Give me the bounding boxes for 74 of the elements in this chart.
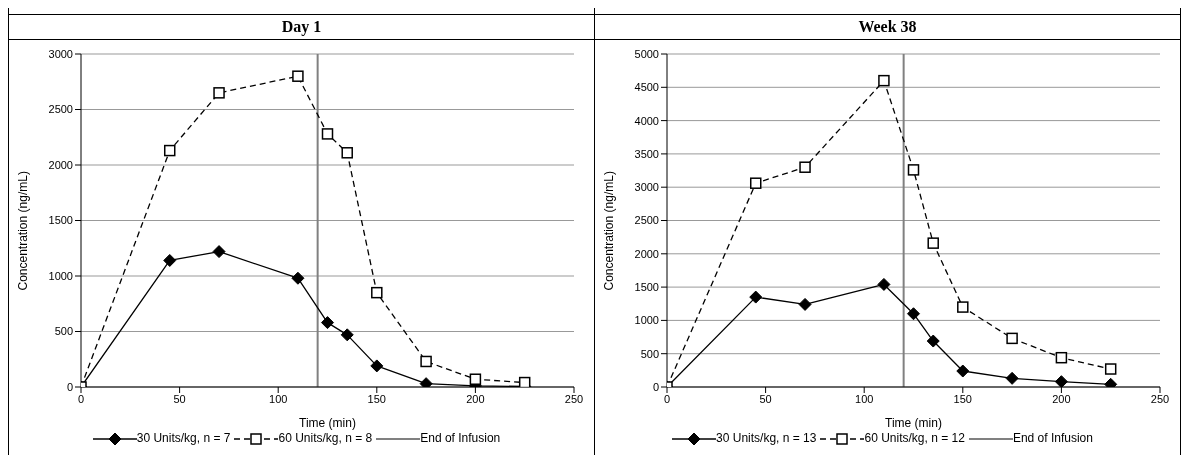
x-tick-label: 150 <box>953 392 972 405</box>
point <box>321 128 334 140</box>
point <box>798 297 812 311</box>
x-tick-label: 50 <box>759 392 772 405</box>
point <box>956 364 970 378</box>
point <box>926 334 940 348</box>
point <box>213 87 225 99</box>
point <box>420 355 432 368</box>
x-tick-label: 50 <box>173 392 186 405</box>
y-tick-label: 4500 <box>634 81 659 94</box>
point <box>321 316 334 330</box>
y-tick-label: 4000 <box>634 114 659 127</box>
point <box>1054 375 1068 387</box>
x-tick-label: 100 <box>269 392 288 405</box>
chart-title: Day 1 <box>9 14 594 40</box>
chart-title: Week 38 <box>595 14 1180 40</box>
y-axis-title: Concentration (ng/mL) <box>602 171 617 291</box>
x-tick-label: 0 <box>77 392 85 405</box>
y-tick-label: 500 <box>640 347 659 360</box>
point <box>163 253 177 267</box>
point <box>469 373 482 385</box>
point <box>341 147 353 159</box>
x-tick-label: 200 <box>466 392 485 405</box>
legend-label: 30 Units/kg, n = 7 <box>135 431 231 445</box>
y-tick-label: 1000 <box>48 269 73 282</box>
y-tick-label: 2500 <box>48 103 73 116</box>
point <box>907 164 920 176</box>
x-tick-label: 250 <box>564 392 584 405</box>
y-axis-title: Concentration (ng/mL) <box>16 171 31 291</box>
point <box>1005 371 1019 385</box>
point <box>163 144 176 157</box>
point <box>291 271 305 285</box>
x-tick-label: 200 <box>1052 392 1071 405</box>
point <box>957 301 969 313</box>
y-tick-label: 500 <box>54 325 73 338</box>
y-tick-label: 1500 <box>634 281 659 294</box>
point <box>340 328 354 342</box>
point <box>292 70 304 82</box>
point <box>419 377 433 387</box>
legend-label: 30 Units/kg, n = 13 <box>715 431 817 445</box>
x-tick-label: 150 <box>367 392 386 405</box>
point <box>907 307 920 321</box>
y-tick-label: 3000 <box>48 47 73 60</box>
point <box>927 237 939 249</box>
y-tick-label: 1000 <box>634 314 659 327</box>
point <box>749 177 762 189</box>
point <box>877 277 891 291</box>
point <box>370 359 384 373</box>
point <box>1104 363 1117 375</box>
y-tick-label: 0 <box>66 380 73 393</box>
point <box>1006 332 1018 345</box>
x-axis-title: Time (min) <box>885 416 942 430</box>
point <box>371 286 383 299</box>
x-axis-title: Time (min) <box>299 416 356 430</box>
legend-label: End of Infusion <box>419 431 501 445</box>
point <box>212 245 226 259</box>
legend-label: 60 Units/kg, n = 12 <box>863 431 965 445</box>
x-tick-label: 250 <box>1150 392 1170 405</box>
y-tick-label: 2500 <box>634 214 659 227</box>
point <box>878 74 890 87</box>
point <box>799 161 811 173</box>
y-tick-label: 3000 <box>634 181 659 194</box>
y-tick-label: 5000 <box>634 47 659 60</box>
y-tick-label: 2000 <box>48 158 73 171</box>
point <box>1055 351 1068 364</box>
legend-label: End of Infusion <box>1011 431 1093 445</box>
x-tick-label: 100 <box>855 392 874 405</box>
legend-label: 60 Units/kg, n = 8 <box>277 431 373 445</box>
y-tick-label: 2000 <box>634 247 659 260</box>
x-tick-label: 0 <box>663 392 671 405</box>
y-tick-label: 0 <box>652 380 659 393</box>
y-tick-label: 3500 <box>634 147 659 160</box>
point <box>749 290 763 304</box>
y-tick-label: 1500 <box>48 214 73 227</box>
